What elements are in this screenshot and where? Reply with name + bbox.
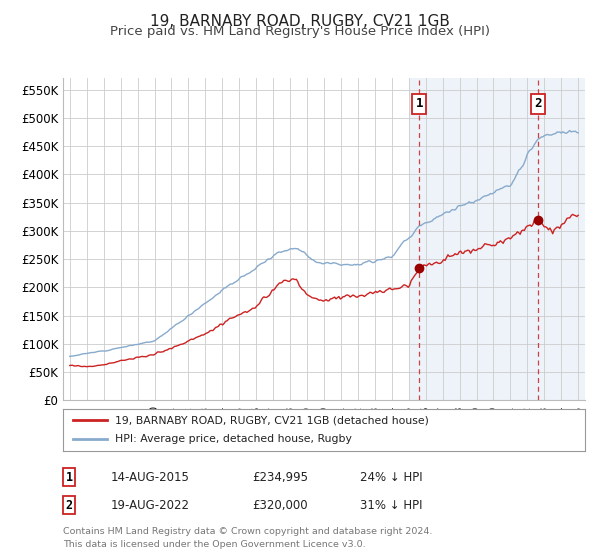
- Text: 1: 1: [415, 97, 423, 110]
- Text: £234,995: £234,995: [252, 470, 308, 484]
- Text: 31% ↓ HPI: 31% ↓ HPI: [360, 498, 422, 512]
- Text: 19, BARNABY ROAD, RUGBY, CV21 1GB (detached house): 19, BARNABY ROAD, RUGBY, CV21 1GB (detac…: [115, 415, 429, 425]
- Text: 19-AUG-2022: 19-AUG-2022: [111, 498, 190, 512]
- Text: 19, BARNABY ROAD, RUGBY, CV21 1GB: 19, BARNABY ROAD, RUGBY, CV21 1GB: [150, 14, 450, 29]
- Text: Contains HM Land Registry data © Crown copyright and database right 2024.: Contains HM Land Registry data © Crown c…: [63, 528, 433, 536]
- Text: 1: 1: [65, 470, 73, 484]
- Text: 2: 2: [65, 498, 73, 512]
- Bar: [409, 78, 585, 400]
- Text: Price paid vs. HM Land Registry's House Price Index (HPI): Price paid vs. HM Land Registry's House …: [110, 25, 490, 38]
- Text: 14-AUG-2015: 14-AUG-2015: [111, 470, 190, 484]
- Text: 2: 2: [535, 97, 542, 110]
- Text: 24% ↓ HPI: 24% ↓ HPI: [360, 470, 422, 484]
- Text: This data is licensed under the Open Government Licence v3.0.: This data is licensed under the Open Gov…: [63, 540, 365, 549]
- Text: HPI: Average price, detached house, Rugby: HPI: Average price, detached house, Rugb…: [115, 435, 352, 445]
- Text: £320,000: £320,000: [252, 498, 308, 512]
